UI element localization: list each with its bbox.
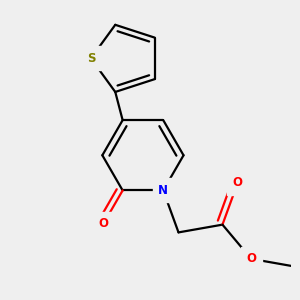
Text: S: S <box>87 52 95 65</box>
Text: N: N <box>158 184 168 197</box>
Text: O: O <box>98 217 108 230</box>
Text: O: O <box>233 176 243 189</box>
Text: O: O <box>246 252 256 265</box>
